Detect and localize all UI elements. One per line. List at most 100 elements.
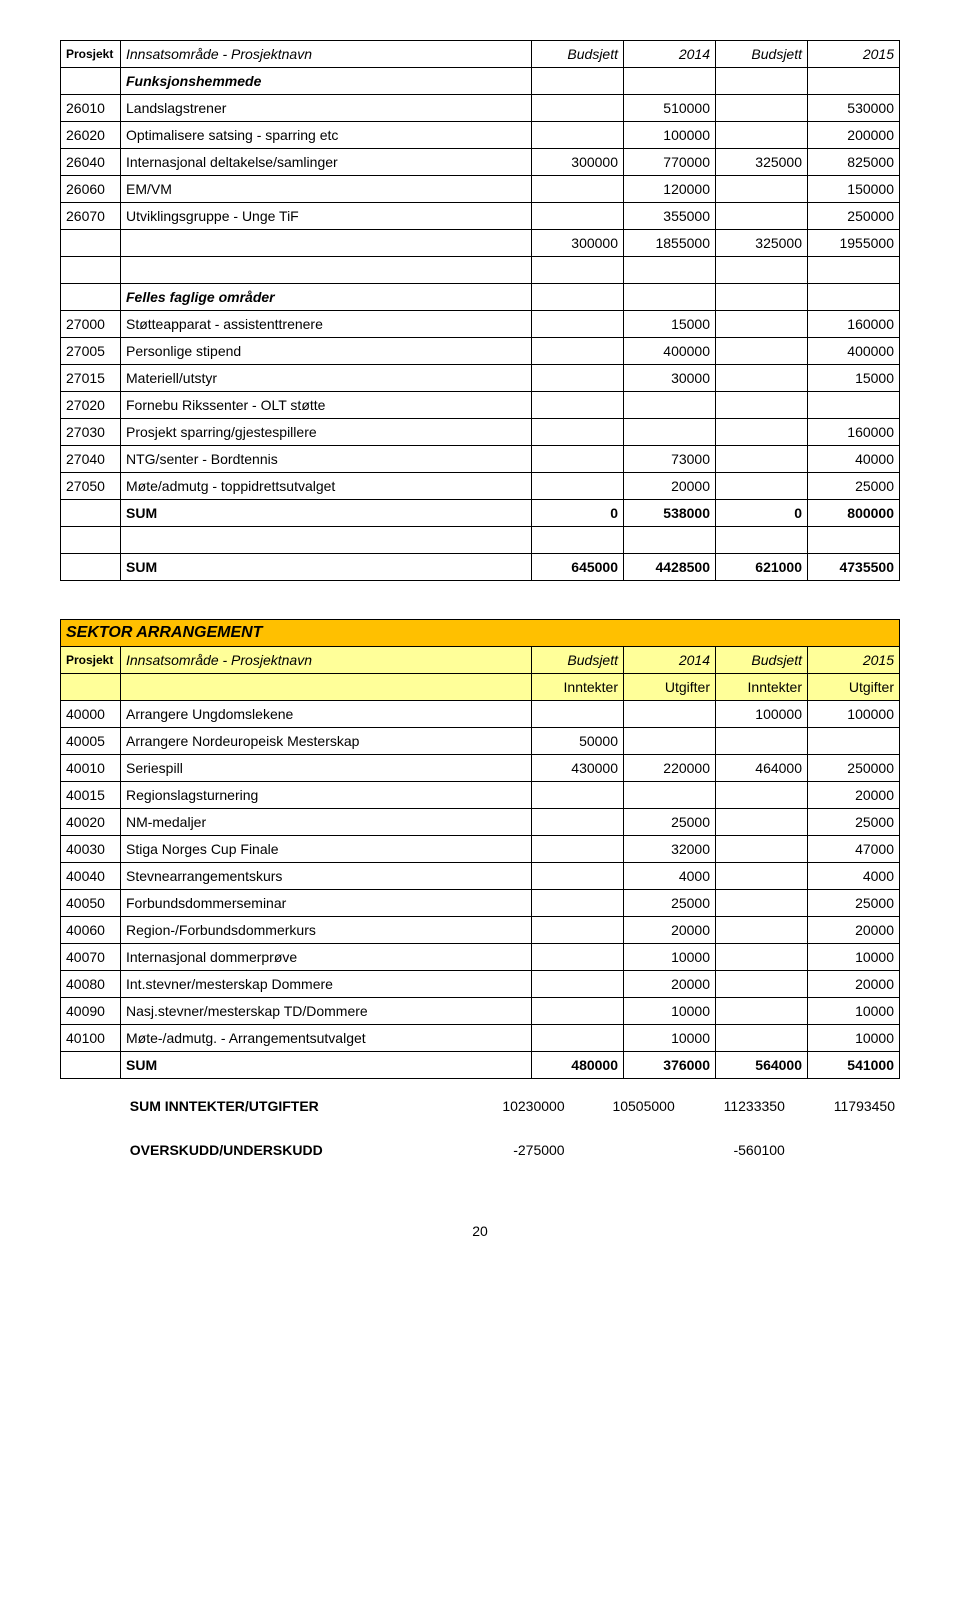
row-val (532, 392, 624, 419)
summary2-v1: -275000 (459, 1137, 569, 1163)
t2-hdr-c4: Budsjett (716, 647, 808, 674)
t2-hdr-name: Innsatsområde - Prosjektnavn (121, 647, 532, 674)
summary2-label: OVERSKUDD/UNDERSKUDD (125, 1137, 460, 1163)
t2-hdr-c3: 2014 (624, 647, 716, 674)
row-val: 530000 (808, 95, 900, 122)
row-id: 27030 (61, 419, 121, 446)
table-row: 26020Optimalisere satsing - sparring etc… (61, 122, 900, 149)
row-val (716, 473, 808, 500)
row-val: 150000 (808, 176, 900, 203)
sumtotal-label: SUM (121, 554, 532, 581)
row-val: 73000 (624, 446, 716, 473)
row-val (532, 890, 624, 917)
row-val (716, 890, 808, 917)
sumtotal-row: SUM 645000 4428500 621000 4735500 (61, 554, 900, 581)
table-row: 27005Personlige stipend400000400000 (61, 338, 900, 365)
row-name: Stevnearrangementskurs (121, 863, 532, 890)
row-val (716, 836, 808, 863)
table-row: 27030Prosjekt sparring/gjestespillere160… (61, 419, 900, 446)
row-val (532, 998, 624, 1025)
row-name: Møte-/admutg. - Arrangementsutvalget (121, 1025, 532, 1052)
table-row: 26070Utviklingsgruppe - Unge TiF35500025… (61, 203, 900, 230)
hdr-c2: Budsjett (532, 41, 624, 68)
row-name: Seriespill (121, 755, 532, 782)
table-row: 26040Internasjonal deltakelse/samlinger3… (61, 149, 900, 176)
row-val (716, 95, 808, 122)
row-val (532, 176, 624, 203)
row-val: 464000 (716, 755, 808, 782)
row-val (716, 863, 808, 890)
row-id: 40050 (61, 890, 121, 917)
row-val: 300000 (532, 149, 624, 176)
hdr-c3: 2014 (624, 41, 716, 68)
row-val (716, 311, 808, 338)
t2-sum-row: SUM 480000 376000 564000 541000 (61, 1052, 900, 1079)
sum2-v3: 0 (716, 500, 808, 527)
row-val (532, 863, 624, 890)
row-name: Støtteapparat - assistenttrenere (121, 311, 532, 338)
row-val (532, 917, 624, 944)
row-val (532, 446, 624, 473)
t2-hdr-prosjekt: Prosjekt (61, 647, 121, 674)
row-val: 25000 (624, 809, 716, 836)
row-val (624, 392, 716, 419)
row-val: 32000 (624, 836, 716, 863)
row-val (532, 338, 624, 365)
row-id: 40010 (61, 755, 121, 782)
table-row: 40030Stiga Norges Cup Finale3200047000 (61, 836, 900, 863)
row-id: 40080 (61, 971, 121, 998)
row-val: 47000 (808, 836, 900, 863)
sub1-v2: 1855000 (624, 230, 716, 257)
row-id: 40030 (61, 836, 121, 863)
row-id: 26060 (61, 176, 121, 203)
table1-header: Prosjekt Innsatsområde - Prosjektnavn Bu… (61, 41, 900, 68)
row-name: Nasj.stevner/mesterskap TD/Dommere (121, 998, 532, 1025)
table-row: 26010Landslagstrener510000530000 (61, 95, 900, 122)
row-val (532, 419, 624, 446)
summary1-label: SUM INNTEKTER/UTGIFTER (125, 1093, 460, 1119)
row-name: Materiell/utstyr (121, 365, 532, 392)
summary-row-1: SUM INNTEKTER/UTGIFTER 10230000 10505000… (60, 1093, 900, 1119)
section2-title: Felles faglige områder (121, 284, 532, 311)
table-row: 27015Materiell/utstyr3000015000 (61, 365, 900, 392)
row-val: 250000 (808, 755, 900, 782)
table-row: 40005Arrangere Nordeuropeisk Mesterskap5… (61, 728, 900, 755)
row-val (716, 176, 808, 203)
summary-table: SUM INNTEKTER/UTGIFTER 10230000 10505000… (60, 1093, 900, 1163)
sum2-row: SUM 0 538000 0 800000 (61, 500, 900, 527)
row-id: 40100 (61, 1025, 121, 1052)
row-id: 26040 (61, 149, 121, 176)
table-row: 40080Int.stevner/mesterskap Dommere20000… (61, 971, 900, 998)
hdr-prosjekt: Prosjekt (61, 41, 121, 68)
row-val (716, 971, 808, 998)
hdr-c5: 2015 (808, 41, 900, 68)
row-id: 40005 (61, 728, 121, 755)
row-val: 160000 (808, 311, 900, 338)
row-id: 40020 (61, 809, 121, 836)
row-val (532, 1025, 624, 1052)
row-val: 40000 (808, 446, 900, 473)
row-val (716, 122, 808, 149)
summary1-v2: 10505000 (570, 1093, 680, 1119)
summary2-v3: -560100 (680, 1137, 790, 1163)
table-row: 40010Seriespill430000220000464000250000 (61, 755, 900, 782)
row-val: 15000 (808, 365, 900, 392)
t2-sub-c3: Utgifter (624, 674, 716, 701)
row-val (532, 365, 624, 392)
row-val: 25000 (808, 890, 900, 917)
t2-sub-c4: Inntekter (716, 674, 808, 701)
hdr-c4: Budsjett (716, 41, 808, 68)
row-val (716, 944, 808, 971)
row-val (624, 728, 716, 755)
row-val: 160000 (808, 419, 900, 446)
table2-subheader: Inntekter Utgifter Inntekter Utgifter (61, 674, 900, 701)
row-val (532, 944, 624, 971)
table-row: 26060EM/VM120000150000 (61, 176, 900, 203)
row-val: 4000 (808, 863, 900, 890)
row-val: 220000 (624, 755, 716, 782)
row-val: 510000 (624, 95, 716, 122)
row-name: Personlige stipend (121, 338, 532, 365)
row-val: 200000 (808, 122, 900, 149)
row-id: 27040 (61, 446, 121, 473)
row-val (716, 782, 808, 809)
